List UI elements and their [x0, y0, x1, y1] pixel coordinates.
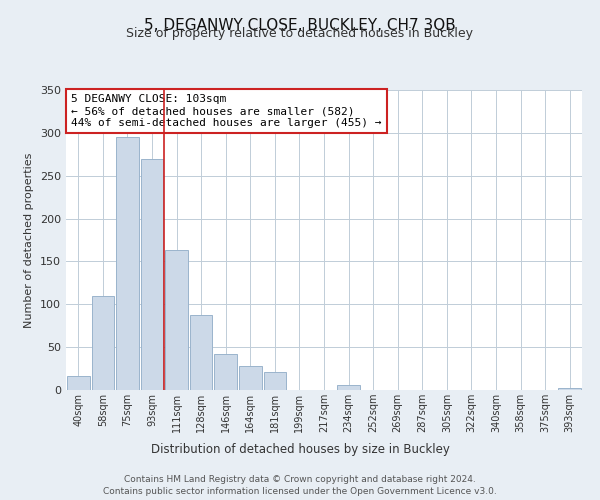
- Bar: [337, 385, 360, 390]
- Bar: [165, 250, 188, 390]
- Bar: [559, 388, 581, 390]
- Bar: [190, 316, 212, 390]
- Text: 5 DEGANWY CLOSE: 103sqm
← 56% of detached houses are smaller (582)
44% of semi-d: 5 DEGANWY CLOSE: 103sqm ← 56% of detache…: [71, 94, 382, 128]
- Bar: [140, 158, 163, 390]
- Bar: [263, 372, 286, 390]
- Text: 5, DEGANWY CLOSE, BUCKLEY, CH7 3QB: 5, DEGANWY CLOSE, BUCKLEY, CH7 3QB: [144, 18, 456, 32]
- Bar: [239, 366, 262, 390]
- Y-axis label: Number of detached properties: Number of detached properties: [25, 152, 34, 328]
- Bar: [92, 296, 114, 390]
- Text: Size of property relative to detached houses in Buckley: Size of property relative to detached ho…: [127, 28, 473, 40]
- Text: Distribution of detached houses by size in Buckley: Distribution of detached houses by size …: [151, 442, 449, 456]
- Bar: [67, 376, 89, 390]
- Text: Contains HM Land Registry data © Crown copyright and database right 2024.: Contains HM Land Registry data © Crown c…: [124, 475, 476, 484]
- Bar: [116, 137, 139, 390]
- Text: Contains public sector information licensed under the Open Government Licence v3: Contains public sector information licen…: [103, 488, 497, 496]
- Bar: [214, 354, 237, 390]
